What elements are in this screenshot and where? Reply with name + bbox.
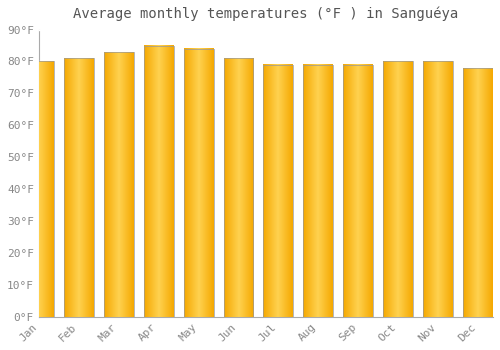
Bar [463,68,493,317]
Bar [344,65,374,317]
Bar [144,46,174,317]
Bar [264,65,294,317]
Bar [24,62,54,317]
Bar [64,58,94,317]
Bar [423,62,453,317]
Title: Average monthly temperatures (°F ) in Sanguéya: Average monthly temperatures (°F ) in Sa… [74,7,458,21]
Bar [104,52,134,317]
Bar [383,62,413,317]
Bar [304,65,334,317]
Bar [184,49,214,317]
Bar [224,58,254,317]
